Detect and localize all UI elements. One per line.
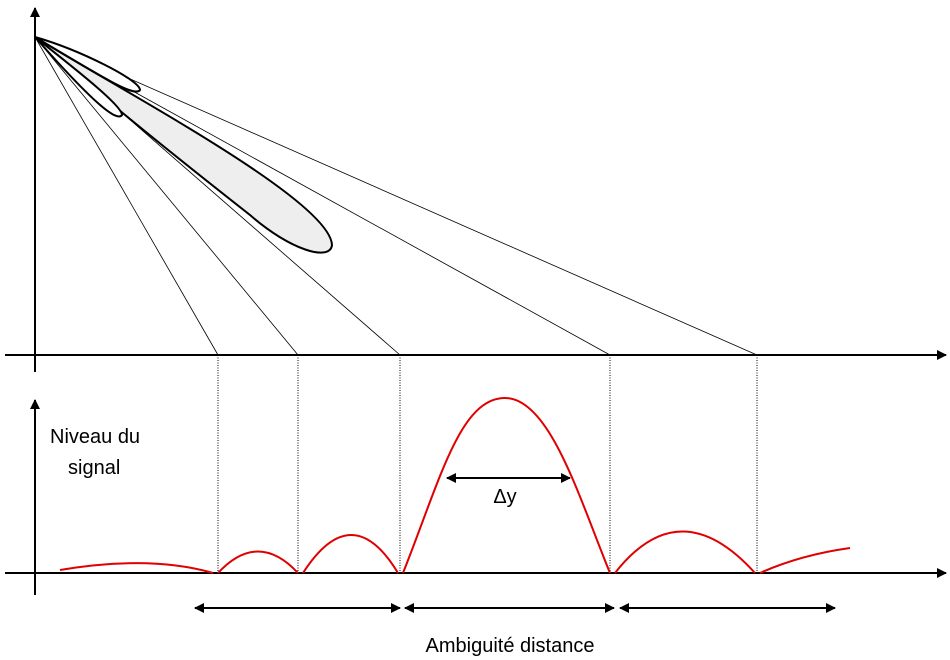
axis-label-line2: signal xyxy=(68,457,120,479)
axis-label-line1: Niveau du xyxy=(50,426,140,448)
bottom-label: Ambiguité distance xyxy=(426,635,595,657)
antenna-lobes xyxy=(34,36,334,254)
signal-curve xyxy=(59,396,851,574)
width-label: Δy xyxy=(493,486,516,508)
projection-lines xyxy=(217,355,758,573)
rays xyxy=(34,36,758,356)
